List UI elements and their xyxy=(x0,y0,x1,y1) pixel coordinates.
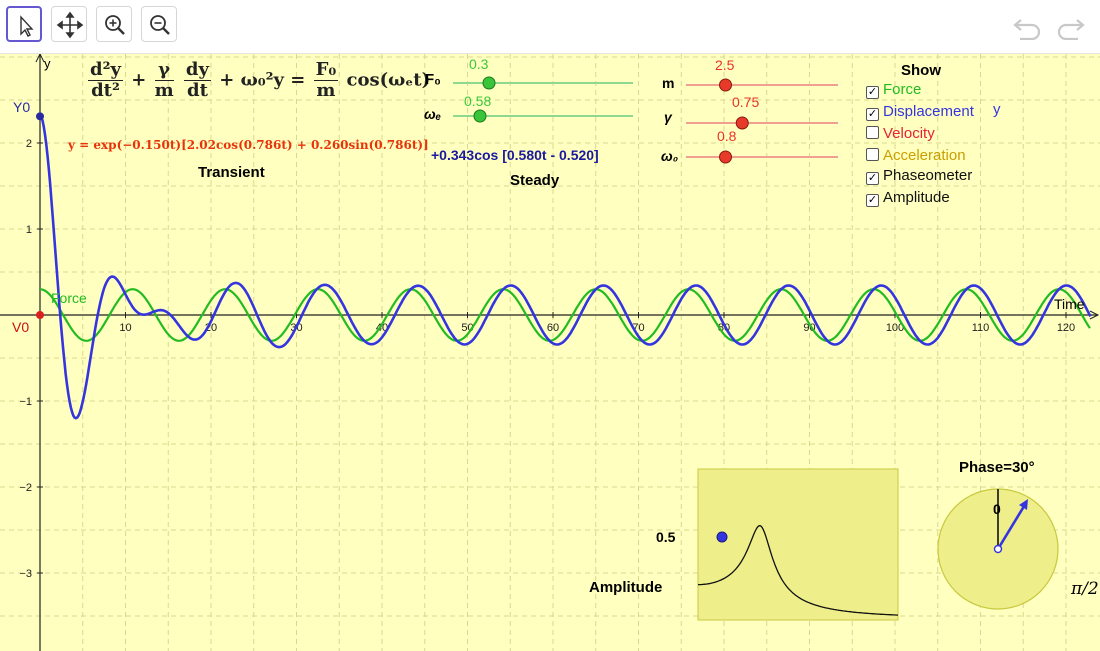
steady-title: Steady xyxy=(510,172,560,189)
we-value: 0.58 xyxy=(464,93,492,109)
x-tick-label: 120 xyxy=(1057,322,1075,334)
show-force-checkbox[interactable]: ✓ Force xyxy=(866,80,921,100)
phase-title: Phase=30° xyxy=(959,459,1035,476)
m-slider-knob[interactable] xyxy=(719,78,733,92)
x-tick-label: 90 xyxy=(803,322,815,334)
y0-point[interactable] xyxy=(36,112,44,121)
toolbar xyxy=(0,0,1100,54)
checkbox-unchecked-icon[interactable] xyxy=(866,126,879,139)
x-tick-label: 100 xyxy=(886,322,904,334)
we-slider-knob[interactable] xyxy=(473,109,487,123)
transient-title: Transient xyxy=(198,164,265,181)
zoom-in-icon xyxy=(105,15,125,35)
amplitude-panel xyxy=(697,468,899,621)
show-item-label: Acceleration xyxy=(883,147,966,164)
zoom-out-icon xyxy=(150,15,170,35)
x-tick-label: 60 xyxy=(547,322,559,334)
F0-label: F₀ xyxy=(425,71,441,88)
y-axis-title: y xyxy=(44,56,51,71)
gamma-label: γ xyxy=(664,109,672,125)
move-arrows-icon xyxy=(56,11,84,39)
checkbox-checked-icon[interactable]: ✓ xyxy=(866,172,879,185)
x-tick-label: 10 xyxy=(119,322,131,334)
checkbox-checked-icon[interactable]: ✓ xyxy=(866,194,879,207)
phase-pi-label: π/2 xyxy=(1071,579,1099,599)
y-tick-label: 2 xyxy=(26,138,32,150)
m-value: 2.5 xyxy=(715,57,735,73)
steady-formula: +0.343cos [0.580t - 0.520] xyxy=(431,147,599,163)
show-title: Show xyxy=(901,62,941,79)
amplitude-curve xyxy=(698,525,898,616)
checkbox-checked-icon[interactable]: ✓ xyxy=(866,86,879,99)
transient-formula: y = exp(−0.150t)[2.02cos(0.786t) + 0.260… xyxy=(68,138,429,152)
v0-label: V0 xyxy=(12,319,30,335)
x-tick-label: 110 xyxy=(972,322,990,334)
force-curve-label: Force xyxy=(51,290,87,306)
show-item-label: Force xyxy=(883,81,922,98)
checkbox-unchecked-icon[interactable] xyxy=(866,148,879,161)
show-velocity-checkbox[interactable]: Velocity xyxy=(866,124,935,144)
y-tick-label: −1 xyxy=(19,396,32,408)
w0-label: ω₀ xyxy=(661,148,679,164)
y-tick-label: −3 xyxy=(19,568,32,580)
select-tool-button[interactable] xyxy=(6,6,42,42)
phase-zero-label: 0 xyxy=(993,501,1001,517)
we-label: ωₑ xyxy=(424,106,442,122)
force-curve xyxy=(39,288,1091,342)
amplitude-value-label: 0.5 xyxy=(656,529,676,545)
checkbox-checked-icon[interactable]: ✓ xyxy=(866,108,879,121)
zoom-out-button[interactable] xyxy=(141,6,177,42)
gamma-value: 0.75 xyxy=(732,94,760,110)
F0-value: 0.3 xyxy=(469,56,489,72)
phase-center-point xyxy=(993,544,1003,554)
x-axis-title: Time xyxy=(1054,296,1085,312)
phase-needle-arrow-icon xyxy=(1019,499,1028,510)
y-tick-label: 1 xyxy=(26,224,32,236)
w0-value: 0.8 xyxy=(717,128,737,144)
show-displacement-checkbox[interactable]: ✓ Displacement xyxy=(866,102,974,122)
F0-slider-knob[interactable] xyxy=(482,76,496,90)
show-item-label: Phaseometer xyxy=(883,167,973,184)
show-item-label: Amplitude xyxy=(883,189,950,206)
w0-slider-knob[interactable] xyxy=(719,150,733,164)
phase-needle xyxy=(996,502,1028,550)
move-view-button[interactable] xyxy=(51,6,87,42)
y0-label: Y0 xyxy=(13,99,31,115)
y-tick-label: −2 xyxy=(19,482,32,494)
show-acceleration-checkbox[interactable]: Acceleration xyxy=(866,146,966,166)
x-axis-arrow-icon xyxy=(1089,310,1100,320)
show-phaseometer-checkbox[interactable]: ✓ Phaseometer xyxy=(866,166,972,186)
redo-icon[interactable] xyxy=(1052,12,1086,40)
zoom-in-button[interactable] xyxy=(96,6,132,42)
v0-point[interactable] xyxy=(36,311,44,319)
show-amplitude-checkbox[interactable]: ✓ Amplitude xyxy=(866,188,950,208)
show-item-label: Velocity xyxy=(883,125,935,142)
cursor-arrow-icon xyxy=(20,15,34,37)
undo-icon[interactable] xyxy=(1012,12,1046,40)
show-item-label: Displacement xyxy=(883,103,974,120)
displacement-variable: y xyxy=(993,101,1001,118)
displacement-curve xyxy=(39,114,1092,420)
amplitude-point[interactable] xyxy=(716,531,728,543)
graphics-view[interactable]: 10 20 30 40 50 60 70 80 90 100 110 120 2 1 −1 −2 −3 d²y d… xyxy=(0,54,1100,651)
y-axis-arrow-icon xyxy=(35,54,45,63)
amplitude-title: Amplitude xyxy=(589,579,663,596)
m-label: m xyxy=(662,75,675,91)
gamma-slider-knob[interactable] xyxy=(735,116,749,130)
